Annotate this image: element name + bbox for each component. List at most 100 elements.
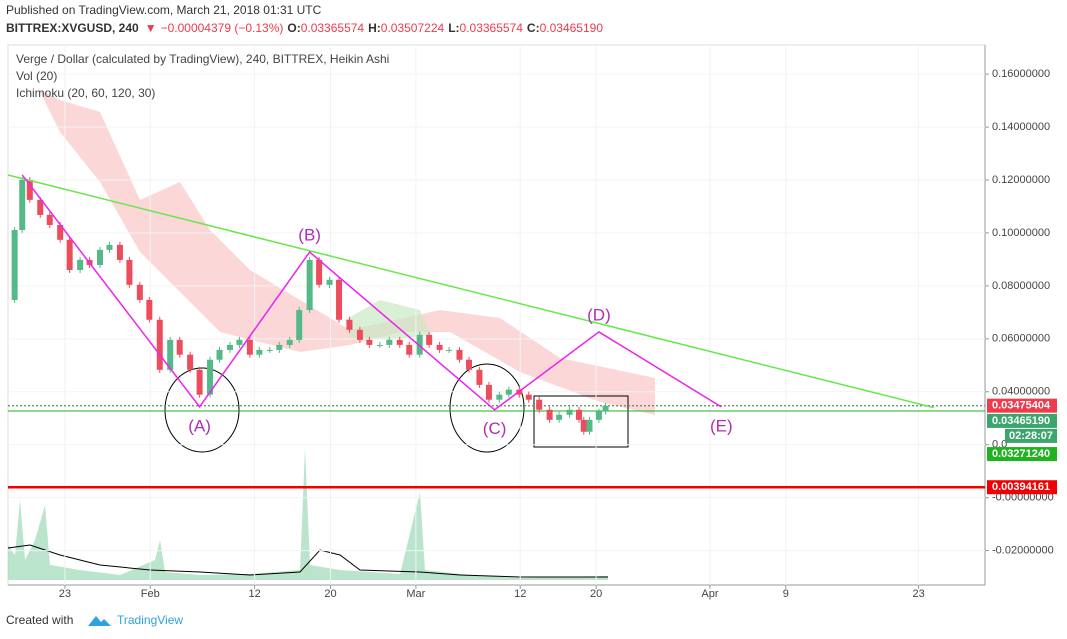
x-tick-label: Feb — [141, 588, 160, 600]
candle-body — [136, 284, 143, 300]
logo — [88, 616, 111, 626]
candle-body — [236, 339, 243, 345]
countdown-tag — [1005, 428, 1057, 443]
wave-line — [21, 174, 722, 411]
volume-ma — [7, 544, 608, 578]
candle-body — [306, 259, 313, 310]
candle-body — [476, 369, 483, 385]
candle-body — [256, 349, 263, 355]
volume-area — [8, 448, 608, 580]
y-tick-label: 0.10000000 — [992, 227, 1050, 239]
candle-body — [346, 319, 353, 330]
x-tick-label: 9 — [783, 588, 789, 600]
candle-body — [57, 225, 64, 240]
circle-a — [164, 367, 240, 453]
change-arrow: ▼ — [145, 21, 157, 35]
y-tick-label: 0.06000000 — [992, 333, 1050, 345]
x-tick-label: 20 — [590, 588, 602, 600]
wave-label: (C) — [483, 419, 507, 438]
ohlc-label: O: — [287, 21, 300, 35]
candle-body — [580, 419, 587, 432]
ohlc-label: C: — [527, 21, 540, 35]
y-tick-label: 0.08000000 — [992, 280, 1050, 292]
ohlc-value: 0.03365574 — [460, 21, 524, 35]
candle-body — [19, 180, 26, 231]
x-tick-label: 23 — [912, 588, 924, 600]
y-tick-label: 0.14000000 — [992, 121, 1050, 133]
candle-body — [266, 349, 273, 351]
x-tick-label: 12 — [248, 588, 260, 600]
candle-body — [276, 344, 283, 350]
candle-body — [46, 214, 53, 225]
x-tick-label: 12 — [514, 588, 526, 600]
price-tag — [987, 398, 1057, 413]
countdown: 02:28:07 — [1009, 430, 1053, 442]
published: Published on TradingView.com, March 21, … — [6, 3, 322, 17]
candle-body — [426, 334, 433, 345]
candle-body — [296, 309, 303, 340]
candle-body — [146, 299, 153, 320]
wave-label: (E) — [710, 416, 733, 435]
ohlc-value: 0.03365574 — [301, 21, 365, 35]
y-tick-label: 0.12000000 — [992, 174, 1050, 186]
x-tick-label: Mar — [406, 588, 425, 600]
candle-body — [576, 409, 583, 420]
candle-body — [246, 339, 253, 355]
wave-label: (A) — [188, 416, 211, 435]
price-tag — [987, 447, 1057, 462]
candle-body — [66, 239, 73, 270]
candle-body — [366, 339, 373, 345]
candle-body — [167, 339, 174, 370]
change: −0.00004379 (−0.13%) — [161, 21, 284, 35]
candle-body — [116, 244, 123, 260]
marks — [7, 45, 985, 585]
candle-body — [496, 394, 503, 400]
candle-body — [595, 411, 602, 420]
candle-body — [156, 319, 163, 370]
price-tag-label: 0.03465190 — [992, 415, 1050, 427]
y-tick-label: 0.04000000 — [992, 386, 1050, 398]
candle-body — [226, 344, 233, 350]
trendline — [7, 174, 934, 409]
price-tag-label: 0.00394161 — [992, 481, 1050, 493]
candle-body — [336, 279, 343, 320]
candle-body — [586, 419, 593, 432]
y-tick-label: 0.16000000 — [992, 68, 1050, 80]
candle-body — [196, 369, 203, 395]
candle-body — [187, 354, 194, 370]
candle-body — [77, 259, 84, 270]
candle-body — [286, 339, 293, 345]
candle-body — [37, 199, 44, 215]
price-tag — [987, 480, 1057, 495]
candle-body — [216, 349, 223, 360]
candle-body — [406, 344, 413, 355]
legend-title: Verge / Dollar (calculated by TradingVie… — [16, 52, 389, 66]
legend-vol: Vol (20) — [16, 69, 57, 83]
candle-body — [207, 359, 214, 395]
candle-body — [566, 409, 573, 415]
y-tick-label: -0.00000000 — [992, 492, 1054, 504]
ohlc-label: L: — [448, 21, 459, 35]
x-tick-label: 20 — [324, 588, 336, 600]
candle-body — [26, 180, 33, 200]
candle-body — [176, 339, 183, 355]
candle-body — [326, 279, 333, 285]
candle-body — [446, 349, 453, 351]
candle-body — [316, 259, 323, 285]
ichimoku-cloud-green — [345, 300, 430, 340]
ohlc-value: 0.03507224 — [381, 21, 445, 35]
brand[interactable]: TradingView — [117, 613, 183, 627]
candle-body — [546, 409, 553, 420]
candle-body — [525, 394, 532, 400]
price-tag-label: 0.03271240 — [992, 448, 1050, 460]
price-tag — [987, 413, 1057, 428]
ohlc-value: 0.03465190 — [540, 21, 604, 35]
x-tick-label: Apr — [701, 588, 718, 600]
candle-body — [436, 344, 443, 350]
candle-body — [602, 405, 609, 412]
candle-body — [376, 344, 383, 346]
candle-body — [556, 414, 563, 420]
created-with: Created with — [6, 613, 73, 627]
candle-body — [536, 399, 543, 410]
